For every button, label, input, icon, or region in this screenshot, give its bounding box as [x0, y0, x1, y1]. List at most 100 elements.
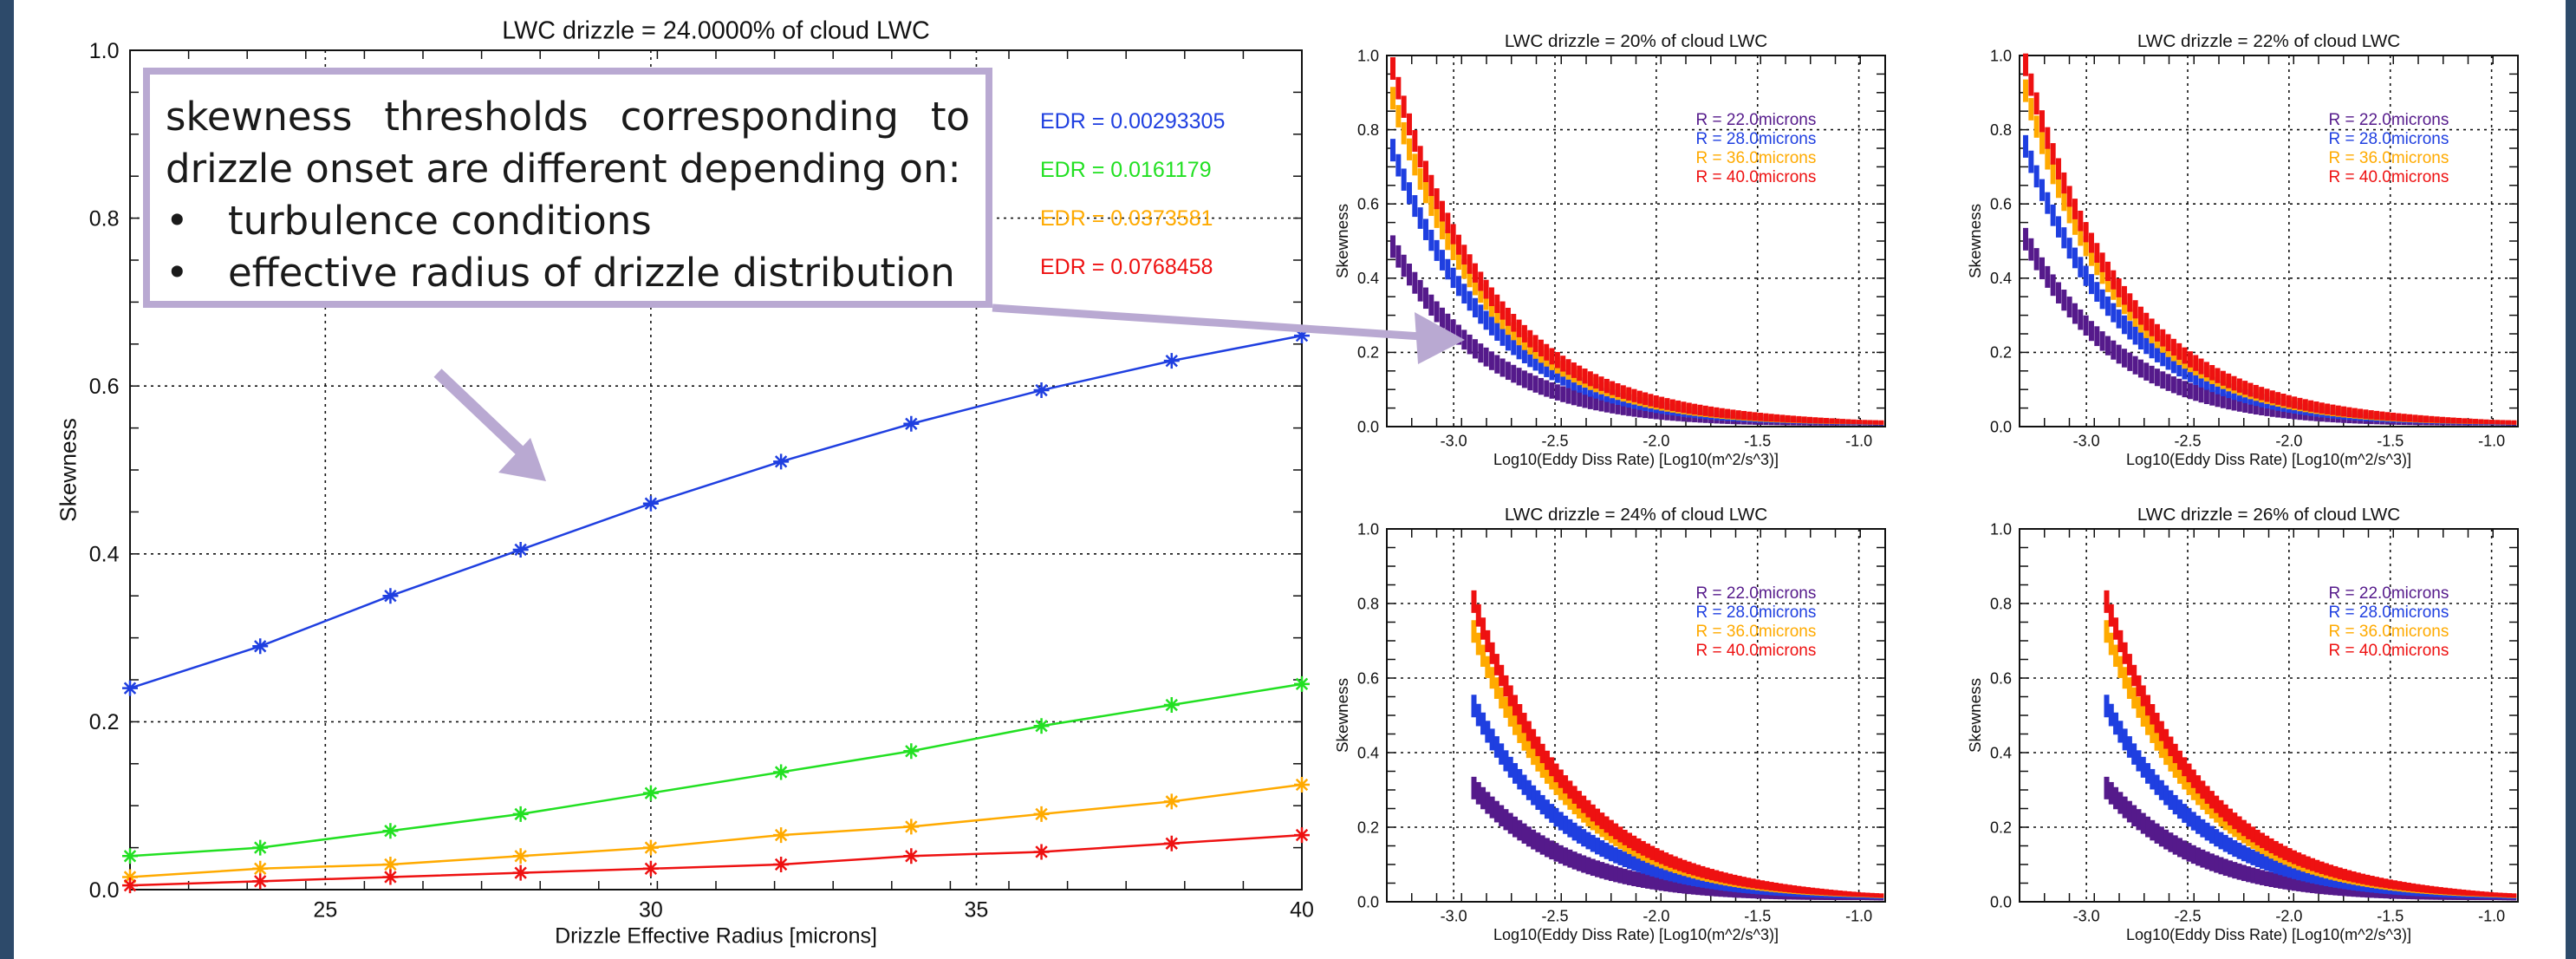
data-point-marker: [382, 588, 399, 604]
data-point: [2273, 858, 2279, 874]
data-point: [1517, 819, 1523, 841]
data-point: [1412, 271, 1418, 294]
data-point: [2445, 417, 2451, 424]
y-tick-label: 0.6: [89, 375, 120, 399]
data-point: [1603, 398, 1610, 413]
data-point: [2126, 736, 2132, 758]
data-point: [1741, 410, 1747, 421]
data-point: [1872, 420, 1878, 425]
data-point: [1585, 799, 1591, 818]
legend-entry: R = 36.0microns: [1696, 149, 1817, 167]
callout-box: skewness thresholds corresponding to dri…: [143, 68, 992, 308]
data-point: [2429, 415, 2435, 423]
data-point: [1390, 139, 1396, 162]
data-point: [2028, 150, 2034, 173]
data-point: [2483, 419, 2489, 424]
data-point: [2242, 398, 2248, 413]
x-tick-label: -2.0: [2275, 433, 2302, 450]
data-point: [1837, 890, 1843, 897]
data-point: [2259, 832, 2265, 849]
data-point: [1763, 413, 1769, 421]
x-tick-label: -2.5: [2174, 433, 2201, 450]
data-point: [1669, 399, 1675, 411]
data-point: [2121, 285, 2127, 305]
data-point: [2241, 864, 2247, 882]
data-point: [2094, 282, 2100, 302]
small-chart-2: -3.0 -2.5 -2.0 -1.5 -1.0 0.0 0.2 0.4 0.6 0.8 1.0 LW…: [1967, 31, 2519, 468]
data-point: [2440, 416, 2446, 423]
data-point: [1531, 785, 1537, 806]
data-point: [1521, 774, 1527, 795]
data-point: [2072, 247, 2078, 269]
data-point: [1554, 351, 1560, 369]
data-point: [2061, 289, 2067, 311]
data-point: [1576, 825, 1582, 844]
data-point: [1499, 310, 1506, 329]
data-point: [1558, 769, 1564, 788]
data-point: [1864, 892, 1870, 897]
data-point: [1645, 874, 1651, 889]
data-point: [2168, 736, 2174, 757]
data-point: [1544, 380, 1550, 397]
data-point: [2104, 590, 2110, 613]
data-point: [1786, 884, 1792, 893]
legend-entry: R = 22.0microns: [2329, 111, 2449, 129]
data-point: [1538, 377, 1544, 395]
data-point: [1801, 416, 1807, 423]
data-point: [1668, 868, 1674, 882]
data-point: [2332, 883, 2339, 896]
data-point: [2108, 703, 2114, 727]
data-point: [1653, 407, 1659, 420]
data-point: [1525, 738, 1532, 759]
bullet-text: turbulence conditions: [228, 198, 652, 244]
data-point: [2193, 369, 2199, 385]
data-point: [2116, 344, 2122, 364]
data-point: [1494, 322, 1500, 342]
y-tick-label: 0.2: [1990, 819, 2012, 836]
data-point: [2300, 868, 2306, 882]
data-point: [2117, 656, 2124, 678]
data-point: [2195, 775, 2202, 794]
y-tick-label: 0.0: [89, 878, 120, 903]
data-point: [2351, 885, 2357, 897]
data-point: [1507, 812, 1513, 834]
data-point: [1631, 871, 1637, 886]
data-point: [1499, 687, 1505, 709]
data-point: [1571, 822, 1577, 841]
data-point: [1455, 234, 1461, 255]
data-point: [2145, 816, 2151, 838]
data-point: [1428, 230, 1434, 251]
y-tick-label: 0.8: [1990, 595, 2012, 612]
legend-entry: R = 22.0microns: [2329, 584, 2449, 603]
data-point: [1554, 384, 1560, 401]
data-point: [1553, 807, 1559, 827]
data-point: [1649, 875, 1656, 890]
data-point: [1582, 393, 1588, 408]
x-axis-label: Drizzle Effective Radius [microns]: [555, 923, 877, 948]
data-point-marker: [1163, 697, 1180, 714]
data-point: [2415, 884, 2421, 892]
data-point: [2292, 396, 2298, 409]
data-point: [1622, 868, 1628, 884]
data-point: [2083, 265, 2089, 286]
data-point: [2149, 340, 2155, 359]
data-point: [2099, 289, 2105, 310]
data-point: [2369, 887, 2375, 898]
data-point: [1560, 369, 1566, 386]
data-point: [1395, 105, 1402, 127]
data-point: [2328, 864, 2334, 877]
data-point: [1480, 786, 1486, 810]
data-point: [1503, 696, 1509, 718]
data-point: [2373, 888, 2379, 898]
data-point: [2305, 869, 2311, 883]
data-point: [1576, 853, 1582, 871]
data-point-marker: [122, 680, 138, 696]
data-point: [1407, 264, 1413, 286]
data-point: [2190, 769, 2196, 788]
data-point: [2300, 854, 2306, 868]
data-point: [2182, 381, 2188, 398]
data-point: [2150, 704, 2156, 725]
data-point: [2099, 331, 2105, 351]
data-point: [1493, 800, 1499, 823]
data-point: [2319, 861, 2325, 875]
